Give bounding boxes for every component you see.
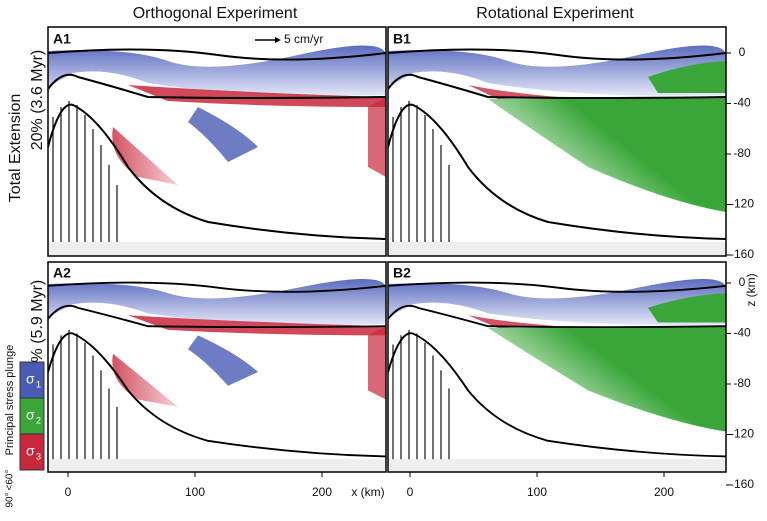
z-tick-label: -40 (733, 326, 751, 340)
z-tick-label: 0 (739, 275, 746, 289)
z-tick-label: -160 (730, 247, 754, 261)
legend-high: 90° (5, 492, 16, 507)
z-tick-label: -80 (733, 376, 751, 390)
x-tick-label: 100 (185, 485, 205, 499)
legend-index: 1 (36, 379, 41, 389)
row-title: Total Extension (7, 94, 24, 203)
panel-label: B1 (393, 31, 411, 47)
z-tick-label: -40 (733, 96, 751, 110)
x-tick-label: 100 (527, 485, 547, 499)
x-tick-label: 0 (65, 485, 72, 499)
legend-label: σ (26, 371, 35, 387)
z-tick-label: -120 (730, 427, 754, 441)
x-tick-label: 200 (654, 485, 674, 499)
column-title: Orthogonal Experiment (133, 5, 298, 22)
legend-label: σ (26, 407, 35, 423)
legend-index: 2 (36, 415, 41, 425)
row-label: 20% (3.6 Myr) (29, 50, 46, 150)
panel-images (47, 26, 727, 473)
panel-label: B2 (393, 265, 411, 281)
legend-label: σ (26, 443, 35, 459)
x-axis-label: x (km) (351, 485, 384, 499)
row-label: 33% (5.9 Myr) (29, 280, 46, 380)
z-tick-label: 0 (739, 45, 746, 59)
x-tick-label: 0 (407, 485, 414, 499)
legend-swatch (19, 433, 45, 471)
z-tick-label: -160 (730, 477, 754, 491)
z-tick-label: -120 (730, 197, 754, 211)
z-axis-label: z (km) (744, 273, 758, 306)
panel-label: A1 (53, 31, 71, 47)
panel-label: A2 (53, 265, 71, 281)
x-tick-label: 200 (312, 485, 332, 499)
column-title: Rotational Experiment (476, 5, 634, 22)
scale-arrow-label: 5 cm/yr (284, 32, 323, 46)
legend: σ 1σ 2σ 3 (19, 361, 45, 471)
z-tick-label: -80 (733, 146, 751, 160)
legend-title: Principal stress plunge (4, 345, 16, 456)
legend-low: <60° (5, 470, 16, 491)
legend-swatch (19, 361, 45, 399)
legend-index: 3 (36, 451, 41, 461)
